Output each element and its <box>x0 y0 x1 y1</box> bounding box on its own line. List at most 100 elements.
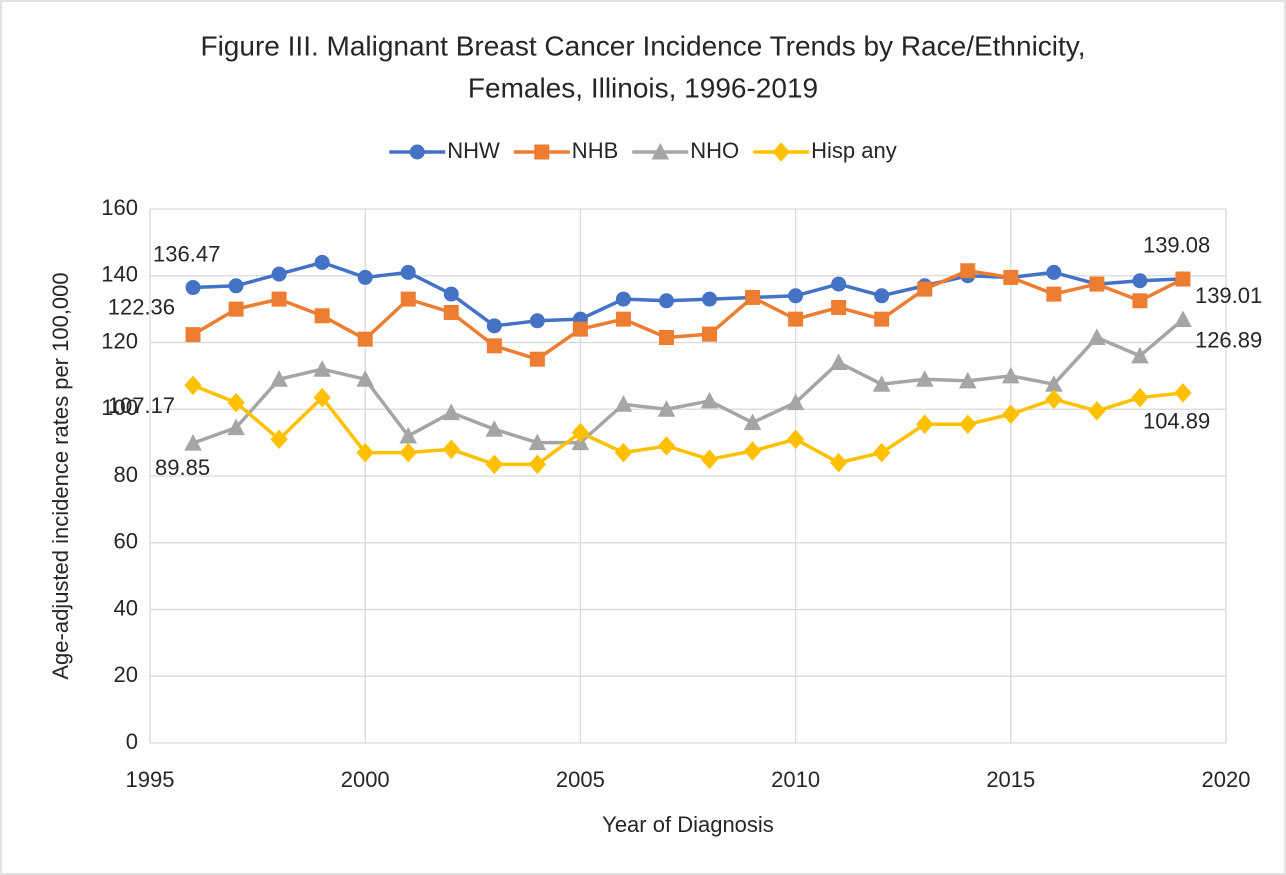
marker <box>615 311 631 327</box>
marker <box>615 291 631 307</box>
chart-title: Figure III. Malignant Breast Cancer Inci… <box>200 30 1085 61</box>
marker <box>443 286 459 302</box>
marker <box>184 375 202 396</box>
marker <box>658 293 674 309</box>
marker <box>700 391 719 409</box>
marker <box>313 387 331 408</box>
y-tick-label: 0 <box>126 729 138 754</box>
marker <box>184 434 202 451</box>
marker <box>702 326 718 342</box>
y-tick-label: 100 <box>101 395 138 420</box>
x-tick-label: 1995 <box>126 767 175 792</box>
marker <box>874 288 890 304</box>
marker <box>1045 389 1063 409</box>
marker <box>227 418 245 436</box>
marker <box>743 413 762 431</box>
y-tick-label: 20 <box>114 662 138 687</box>
marker <box>534 144 550 160</box>
marker <box>1001 366 1020 384</box>
marker <box>831 276 847 292</box>
legend-item: NHO <box>632 138 739 163</box>
marker <box>873 442 891 463</box>
marker <box>915 370 934 387</box>
data-label: 136.47 <box>153 241 220 266</box>
data-label: 126.89 <box>1195 327 1262 352</box>
legend-label: Hisp any <box>811 138 897 163</box>
marker <box>400 264 416 280</box>
series-line <box>192 318 1185 445</box>
marker <box>1088 401 1106 421</box>
legend-label: NHO <box>690 138 739 163</box>
y-tick-label: 60 <box>114 529 138 554</box>
data-label: 122.36 <box>108 294 175 319</box>
marker <box>959 414 977 435</box>
marker <box>658 329 674 345</box>
marker <box>1046 264 1062 280</box>
series-line <box>192 383 1184 467</box>
marker <box>270 429 288 450</box>
marker <box>314 254 330 270</box>
marker <box>572 321 588 337</box>
marker <box>614 395 633 412</box>
marker <box>1002 404 1020 425</box>
y-tick-label: 140 <box>101 262 138 287</box>
marker <box>788 311 804 327</box>
marker <box>1174 383 1192 403</box>
marker <box>485 454 503 475</box>
marker <box>614 442 633 463</box>
marker <box>227 392 245 413</box>
marker <box>1088 328 1106 345</box>
marker <box>1131 387 1149 408</box>
marker <box>529 313 545 329</box>
x-tick-label: 2020 <box>1202 767 1251 792</box>
x-tick-label: 2005 <box>556 767 605 792</box>
marker <box>916 414 934 435</box>
marker <box>1132 273 1148 289</box>
marker <box>651 142 670 160</box>
marker <box>356 370 375 387</box>
marker <box>485 420 504 437</box>
marker <box>528 454 547 475</box>
marker <box>400 291 416 307</box>
y-axis-label: Age-adjusted incidence rates per 100,000 <box>48 272 73 679</box>
marker <box>702 291 718 307</box>
marker <box>657 400 676 417</box>
marker <box>917 281 933 297</box>
marker <box>357 269 373 285</box>
y-tick-label: 80 <box>114 462 138 487</box>
marker <box>1175 271 1191 287</box>
marker <box>271 291 287 307</box>
marker <box>1003 269 1019 285</box>
marker <box>313 360 331 377</box>
legend-item: Hisp any <box>753 138 897 163</box>
marker <box>1174 310 1192 328</box>
marker <box>874 311 890 327</box>
marker <box>1089 276 1105 292</box>
marker <box>743 441 762 461</box>
legend-label: NHB <box>572 138 618 163</box>
x-axis-label: Year of Diagnosis <box>602 812 774 837</box>
x-tick-label: 2010 <box>771 767 820 792</box>
marker <box>314 308 330 324</box>
marker <box>745 289 761 305</box>
x-tick-label: 2000 <box>341 767 390 792</box>
data-label: 139.08 <box>1143 233 1210 258</box>
data-label: 139.01 <box>1195 283 1262 308</box>
marker <box>529 351 545 367</box>
marker <box>1132 293 1148 309</box>
marker <box>442 439 460 460</box>
legend-item: NHB <box>513 138 618 163</box>
marker <box>1046 286 1062 302</box>
marker <box>271 266 287 282</box>
marker <box>528 433 547 451</box>
marker <box>399 442 417 463</box>
y-tick-label: 120 <box>101 328 138 353</box>
marker <box>228 278 244 294</box>
marker <box>443 304 459 320</box>
legend-label: NHW <box>447 138 500 163</box>
legend: NHW NHB NHO Hisp any <box>389 138 897 163</box>
y-tick-label: 40 <box>114 595 138 620</box>
x-tick-label: 2015 <box>986 767 1035 792</box>
